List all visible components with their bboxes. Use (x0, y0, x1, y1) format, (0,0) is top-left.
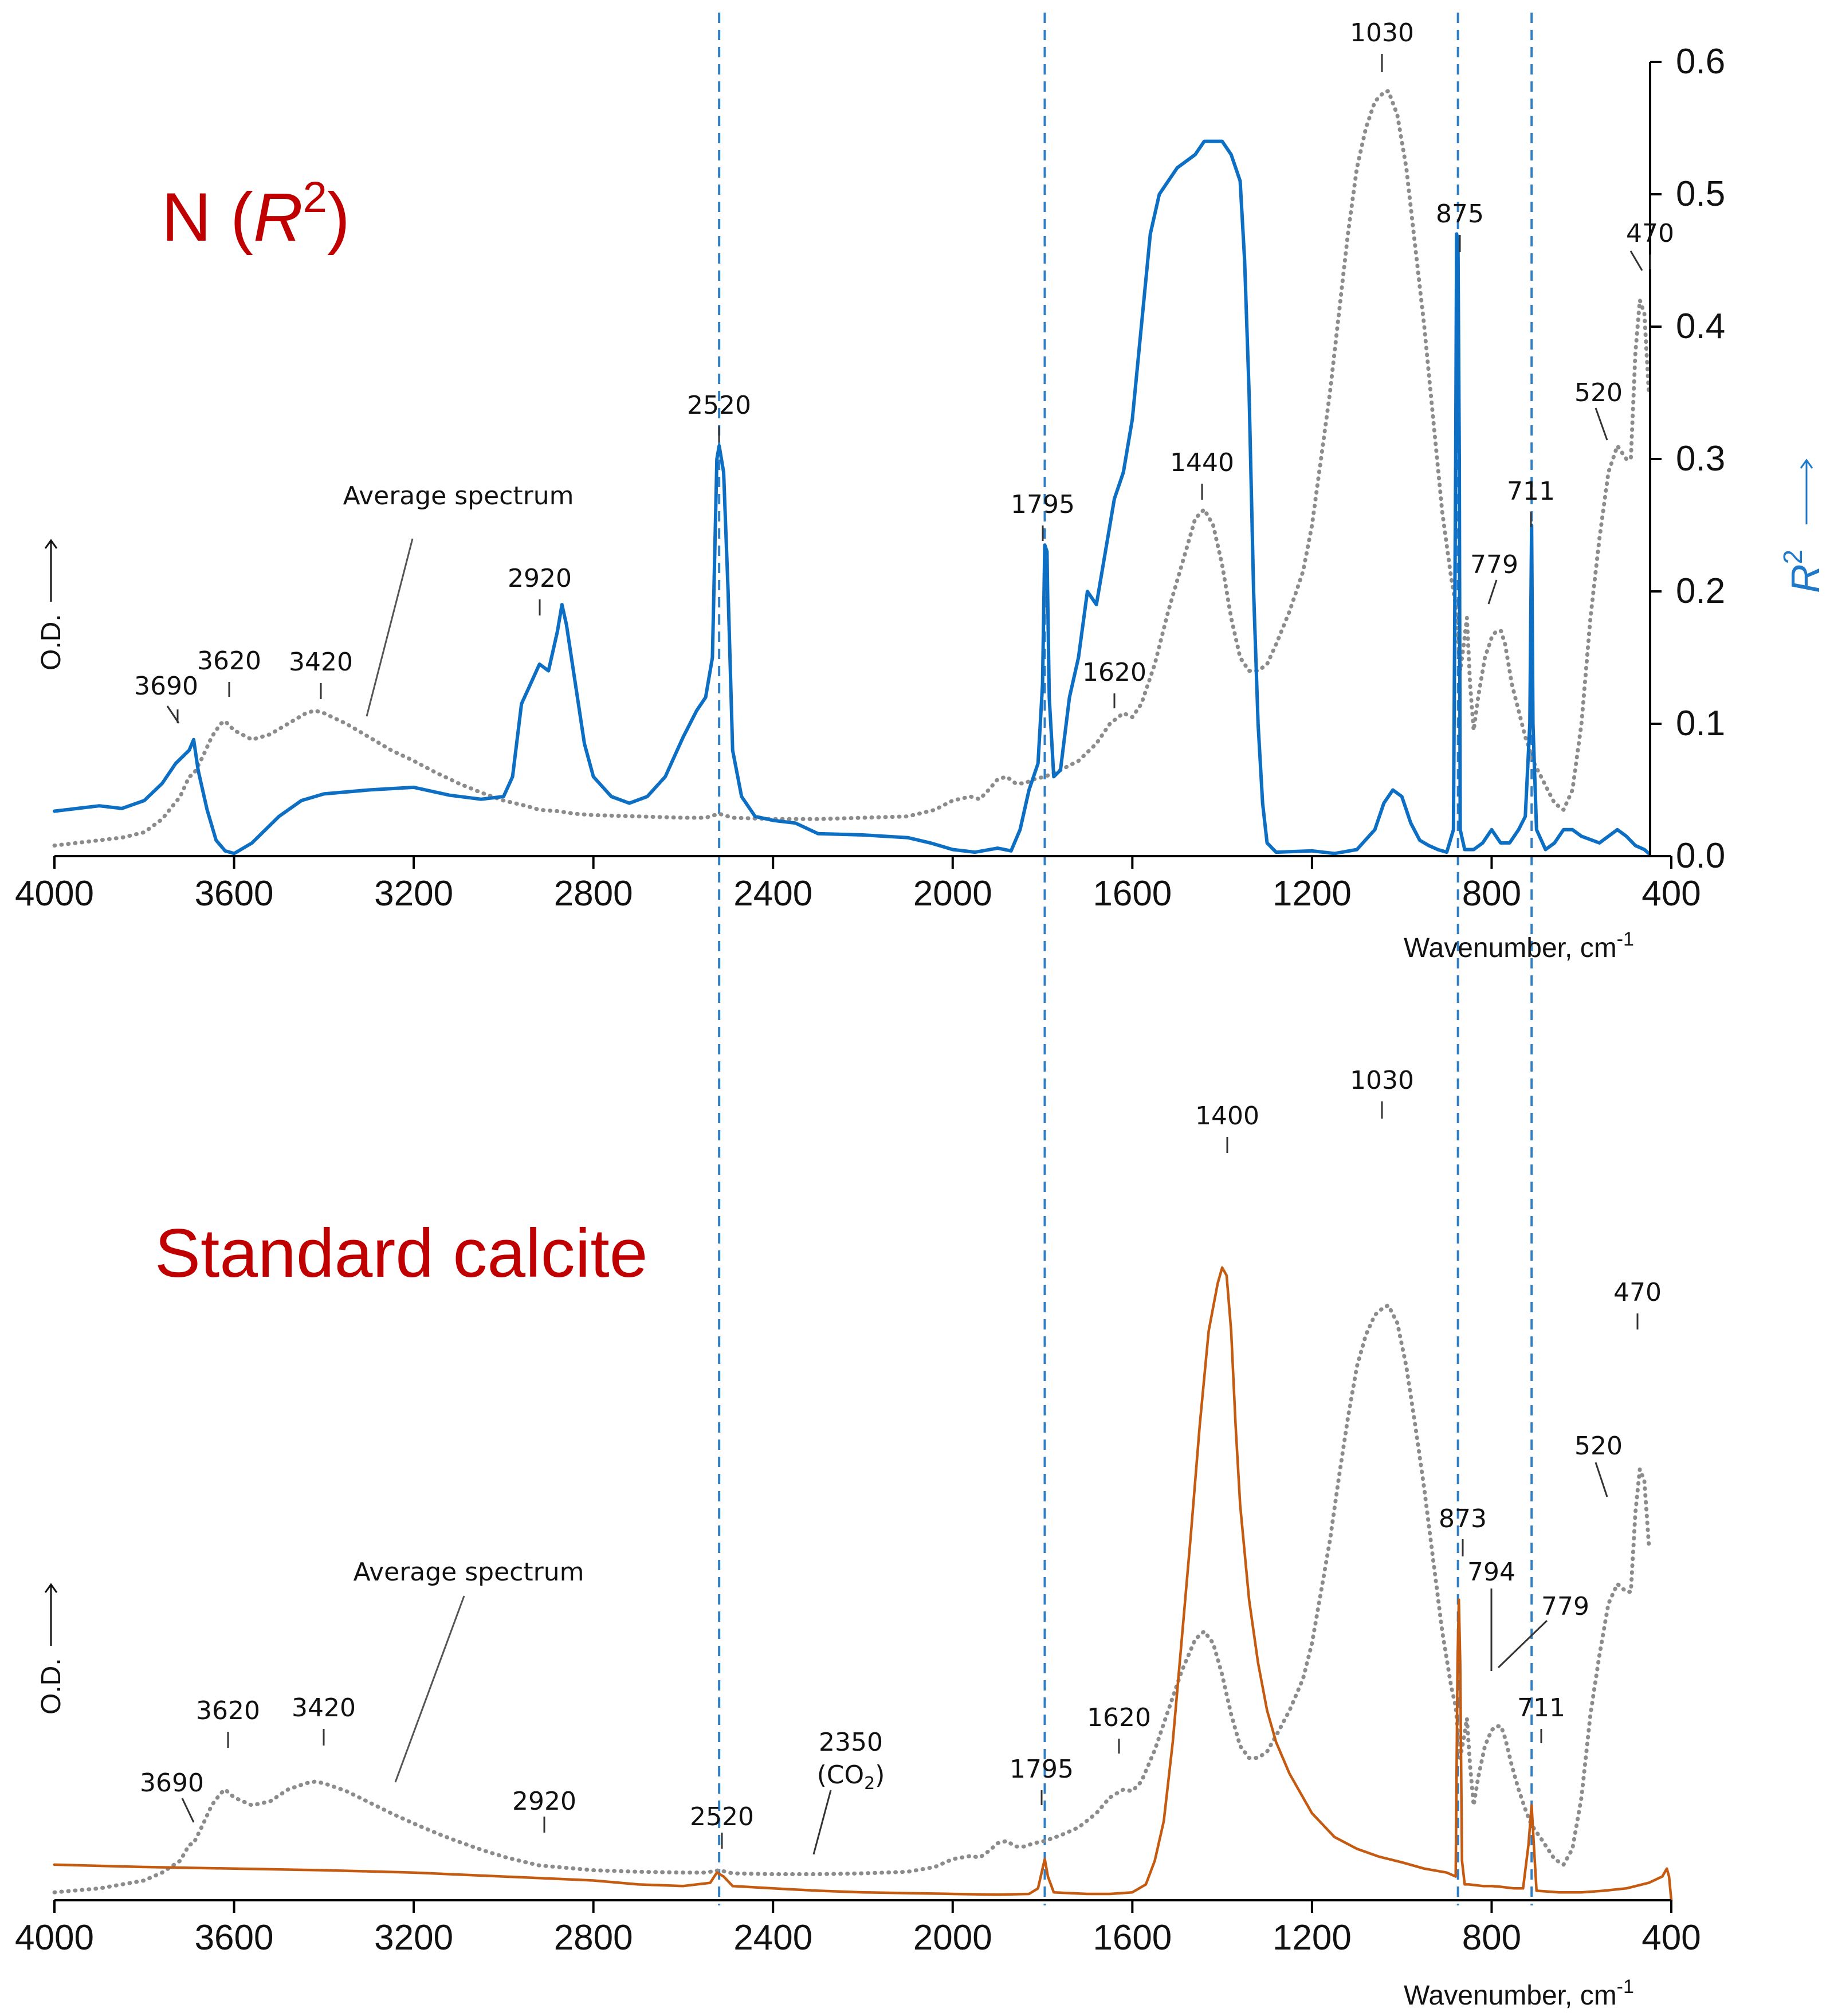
top-x-tick-label-2400: 2400 (733, 874, 812, 913)
bottom-x-tick-label-2000: 2000 (913, 1918, 992, 1958)
top-x-tick-label-2000: 2000 (913, 874, 992, 913)
top-x-tick-label-1600: 1600 (1093, 874, 1172, 913)
top-x-tick-label-1200: 1200 (1273, 874, 1352, 913)
top-series-layer (52, 89, 1651, 856)
top-y-tick-label-0.0: 0.0 (1676, 836, 1725, 876)
top-peak-label-3620: 3620 (197, 646, 261, 676)
bottom-peak-label-CO2: (CO2) (817, 1760, 885, 1794)
bottom-x-tick-label-400: 400 (1641, 1918, 1701, 1958)
bottom-label-leader-2 (1497, 1619, 1548, 1669)
bottom-series-average-spectrum (52, 1303, 1651, 1895)
top-y-tick-label-0.2: 0.2 (1676, 571, 1725, 611)
top-panel: N (R2) 4000 3600 3200 2800 2400 2000 1600 1200 8… (15, 18, 1828, 963)
bottom-peak-label-2350: 2350 (819, 1728, 883, 1757)
top-panel-title: N (R2) (162, 173, 350, 256)
bottom-x-tick-label-1600: 1600 (1093, 1918, 1172, 1958)
bottom-x-tick-label-800: 800 (1462, 1918, 1521, 1958)
top-x-tick-label-800: 800 (1462, 874, 1521, 913)
bottom-peak-label-873: 873 (1439, 1504, 1487, 1533)
top-peak-label-2920: 2920 (508, 564, 572, 593)
top-right-y-tick-marks: 0.0 0.1 0.2 0.3 0.4 0.5 0.6 (1650, 42, 1725, 876)
top-peak-label-1440: 1440 (1170, 448, 1234, 477)
top-peak-label-3690: 3690 (134, 672, 198, 701)
top-peak-label-1795: 1795 (1011, 490, 1075, 519)
bottom-x-tick-label-3200: 3200 (374, 1918, 453, 1958)
top-label-leader-2 (1595, 407, 1608, 441)
bottom-x-tick-marks: 4000 3600 3200 2800 2400 2000 1600 1200 800 400 (15, 1900, 1701, 1958)
top-x-tick-marks: 4000 3600 3200 2800 2400 2000 1600 1200 800 400 (15, 856, 1701, 913)
top-x-tick-label-400: 400 (1641, 874, 1701, 913)
bottom-peak-label-520: 520 (1574, 1431, 1623, 1461)
bottom-x-axis-title: Wavenumber, cm-1 (1404, 1976, 1634, 2011)
top-y-tick-label-0.3: 0.3 (1676, 439, 1725, 478)
top-peak-label-520: 520 (1574, 378, 1623, 407)
top-left-y-axis-title: O.D. (36, 539, 66, 670)
bottom-peak-label-794: 794 (1467, 1558, 1515, 1587)
top-r2-label: R2 (1778, 550, 1828, 593)
top-y-tick-label-0.4: 0.4 (1676, 307, 1725, 346)
bottom-x-tick-label-3600: 3600 (195, 1918, 274, 1958)
bottom-label-leader-4 (812, 1790, 832, 1855)
top-label-leader-3 (1629, 250, 1643, 271)
bottom-panel-title: Standard calcite (155, 1215, 648, 1292)
bottom-peak-label-3420: 3420 (292, 1693, 356, 1723)
top-peak-label-3420: 3420 (289, 648, 353, 677)
bottom-label-leader-0 (181, 1798, 195, 1823)
bottom-peak-label-779: 779 (1541, 1592, 1589, 1621)
bottom-peak-labels: 3690 3620 3420 2920 2520 2350 (CO2) 1795 1620 140… (140, 1066, 1662, 1855)
bottom-series-layer (52, 1266, 1673, 1902)
bottom-peak-label-1620: 1620 (1087, 1703, 1151, 1732)
top-peak-label-1030: 1030 (1350, 18, 1414, 48)
bottom-average-spectrum-leader (394, 1595, 465, 1783)
bottom-panel: Standard calcite 4000 3600 3200 2800 2400 200… (15, 1066, 1701, 2011)
top-x-tick-label-2800: 2800 (554, 874, 633, 913)
bottom-x-tick-label-2800: 2800 (554, 1918, 633, 1958)
top-series-average-spectrum (52, 89, 1651, 848)
bottom-peak-label-1795: 1795 (1010, 1755, 1074, 1784)
bottom-left-y-axis-title: O.D. (36, 1583, 66, 1715)
top-peak-label-2520: 2520 (687, 391, 751, 420)
top-od-label: O.D. (36, 614, 66, 670)
bottom-peak-label-470: 470 (1613, 1278, 1662, 1307)
bottom-peak-label-711: 711 (1517, 1693, 1565, 1723)
top-average-spectrum-leader (366, 538, 414, 717)
bottom-peak-label-3620: 3620 (196, 1696, 260, 1725)
top-peak-label-1620: 1620 (1082, 658, 1146, 687)
top-average-spectrum-label: Average spectrum (343, 481, 574, 511)
top-right-y-axis-title: R2 (1778, 458, 1828, 593)
bottom-x-tick-label-4000: 4000 (15, 1918, 94, 1958)
bottom-label-leader-3 (1595, 1462, 1608, 1497)
bottom-peak-label-3690: 3690 (140, 1768, 204, 1798)
bottom-x-tick-label-2400: 2400 (733, 1918, 812, 1958)
bottom-peak-label-1400: 1400 (1195, 1101, 1259, 1131)
bottom-peak-label-2920: 2920 (512, 1787, 576, 1816)
bottom-series-main (53, 1266, 1673, 1902)
top-peak-label-470: 470 (1626, 219, 1674, 248)
top-y-tick-label-0.6: 0.6 (1676, 42, 1725, 81)
bottom-od-label: O.D. (36, 1658, 66, 1715)
bottom-peak-label-2520: 2520 (690, 1802, 754, 1831)
top-series-main (53, 139, 1651, 856)
top-label-leader-0 (166, 705, 180, 724)
top-y-tick-label-0.5: 0.5 (1676, 174, 1725, 214)
bottom-x-tick-label-1200: 1200 (1273, 1918, 1352, 1958)
top-x-axis-title: Wavenumber, cm-1 (1404, 928, 1634, 963)
top-x-tick-label-3600: 3600 (195, 874, 274, 913)
top-x-tick-label-3200: 3200 (374, 874, 453, 913)
bottom-average-spectrum-label: Average spectrum (354, 1558, 584, 1587)
bottom-peak-label-1030: 1030 (1350, 1066, 1414, 1095)
top-peak-label-779: 779 (1470, 550, 1518, 579)
top-peak-label-711: 711 (1507, 477, 1555, 506)
top-x-tick-label-4000: 4000 (15, 874, 94, 913)
top-peak-label-875: 875 (1436, 199, 1484, 229)
top-label-leader-1 (1487, 579, 1498, 605)
top-y-tick-label-0.1: 0.1 (1676, 704, 1725, 743)
